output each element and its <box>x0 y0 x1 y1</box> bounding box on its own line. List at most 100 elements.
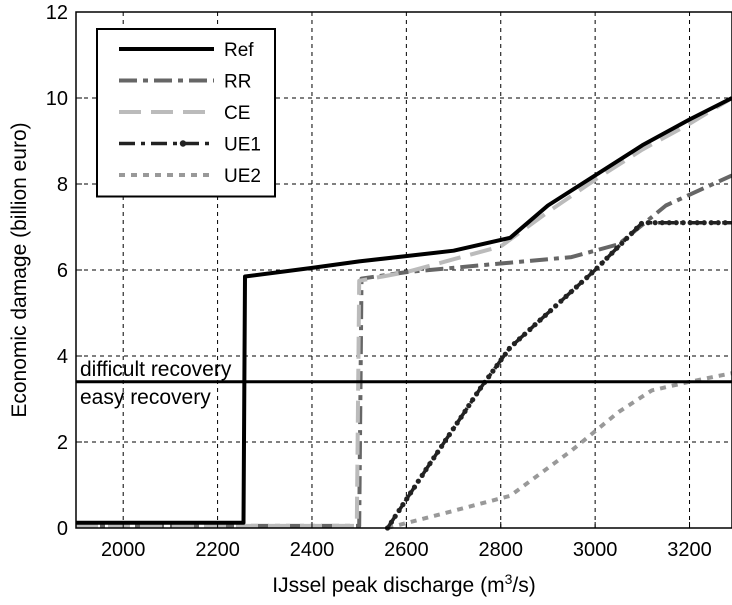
series-marker <box>404 496 410 502</box>
series-marker <box>666 220 672 226</box>
series-marker <box>629 230 635 236</box>
series-marker <box>609 250 615 256</box>
x-axis-label-sup: 3 <box>505 571 513 587</box>
series-marker <box>431 455 437 461</box>
y-tick-label: 8 <box>57 174 68 196</box>
series-marker <box>579 279 585 285</box>
series-marker <box>486 374 492 380</box>
series-line-ref <box>76 96 732 525</box>
series-marker <box>427 461 433 467</box>
series-marker <box>715 220 721 226</box>
series-marker <box>687 220 693 226</box>
series-marker <box>498 357 504 363</box>
axis-ticks: 2000 2200 2400 2600 2800 3000 3200 0 2 4 6 8 10 12 <box>46 2 712 561</box>
y-tick-label: 2 <box>57 432 68 454</box>
series-markers-ue1 <box>384 220 728 531</box>
series-marker <box>708 220 714 226</box>
series-marker <box>548 308 554 314</box>
series-line-ue1 <box>386 220 732 529</box>
series-marker <box>645 220 651 226</box>
y-tick-label: 0 <box>57 518 68 540</box>
series-marker <box>474 391 480 397</box>
series-marker <box>502 351 508 357</box>
x-tick-label: 2600 <box>384 539 429 561</box>
series-marker <box>454 420 460 426</box>
x-axis-label-suffix: /s) <box>512 574 535 597</box>
series-marker <box>516 336 523 342</box>
series-line-ue2 <box>386 371 732 530</box>
series-marker <box>599 260 605 266</box>
series-marker <box>652 220 658 226</box>
legend-label-ue2: UE2 <box>224 166 261 187</box>
easy-recovery-label: easy recovery <box>80 386 211 409</box>
series-marker <box>439 443 445 449</box>
legend-marker <box>179 140 187 147</box>
legend-label-ue1: UE1 <box>224 135 261 156</box>
y-tick-label: 4 <box>57 346 68 368</box>
series-marker <box>419 472 425 478</box>
series-marker <box>563 293 569 299</box>
series-marker <box>411 484 418 490</box>
series-marker <box>450 426 456 432</box>
series-marker <box>532 322 538 328</box>
x-tick-label: 2000 <box>101 539 146 561</box>
grid <box>76 11 732 529</box>
series-marker <box>680 220 686 226</box>
series-marker <box>490 368 496 374</box>
series-marker <box>558 298 564 304</box>
series-marker <box>624 235 630 241</box>
series-marker <box>568 289 574 295</box>
series-marker <box>542 312 549 318</box>
series-marker <box>442 437 449 443</box>
x-axis-label-prefix: IJssel peak discharge (m <box>272 574 504 597</box>
series-marker <box>604 255 610 261</box>
legend-label-rr: RR <box>224 72 251 93</box>
series-marker <box>408 490 414 496</box>
series-marker <box>462 408 468 414</box>
y-axis-label: Economic damage (billion euro) <box>8 122 31 417</box>
x-tick-label: 2200 <box>195 539 240 561</box>
series-marker <box>701 220 707 226</box>
series-marker <box>458 414 464 420</box>
series-marker <box>673 220 679 226</box>
series-marker <box>477 385 484 391</box>
series-marker <box>494 362 500 369</box>
y-tick-label: 6 <box>57 260 68 282</box>
series-marker <box>537 317 543 323</box>
series-marker <box>392 513 398 519</box>
series-marker <box>553 303 559 309</box>
series-marker <box>589 270 595 276</box>
series-group <box>76 96 732 531</box>
series-marker <box>466 403 472 409</box>
legend-label-ce: CE <box>224 103 250 124</box>
series-marker <box>722 220 728 226</box>
y-tick-label: 10 <box>46 88 68 110</box>
series-marker <box>388 519 394 525</box>
series-marker <box>396 507 402 514</box>
series-marker <box>619 240 625 246</box>
x-tick-label: 3000 <box>573 539 618 561</box>
series-marker <box>573 284 580 290</box>
series-marker <box>470 397 476 403</box>
x-tick-label: 3200 <box>667 539 712 561</box>
series-marker <box>423 466 429 473</box>
series-marker <box>694 220 700 226</box>
x-tick-label: 2800 <box>478 539 523 561</box>
legend-label-ref: Ref <box>224 40 254 61</box>
series-marker <box>638 220 645 227</box>
x-tick-label: 2400 <box>290 539 335 561</box>
series-marker <box>511 341 517 347</box>
series-marker <box>634 225 640 231</box>
difficult-recovery-label: difficult recovery <box>80 358 232 381</box>
y-tick-label: 12 <box>46 2 68 24</box>
series-marker <box>584 275 590 281</box>
series-marker <box>446 432 452 438</box>
legend: Ref RR CE UE1 UE2 <box>96 28 276 198</box>
series-line-rr <box>76 173 732 528</box>
series-marker <box>522 331 528 337</box>
series-marker <box>614 245 620 251</box>
series-marker <box>527 326 533 333</box>
series-marker <box>415 478 421 484</box>
